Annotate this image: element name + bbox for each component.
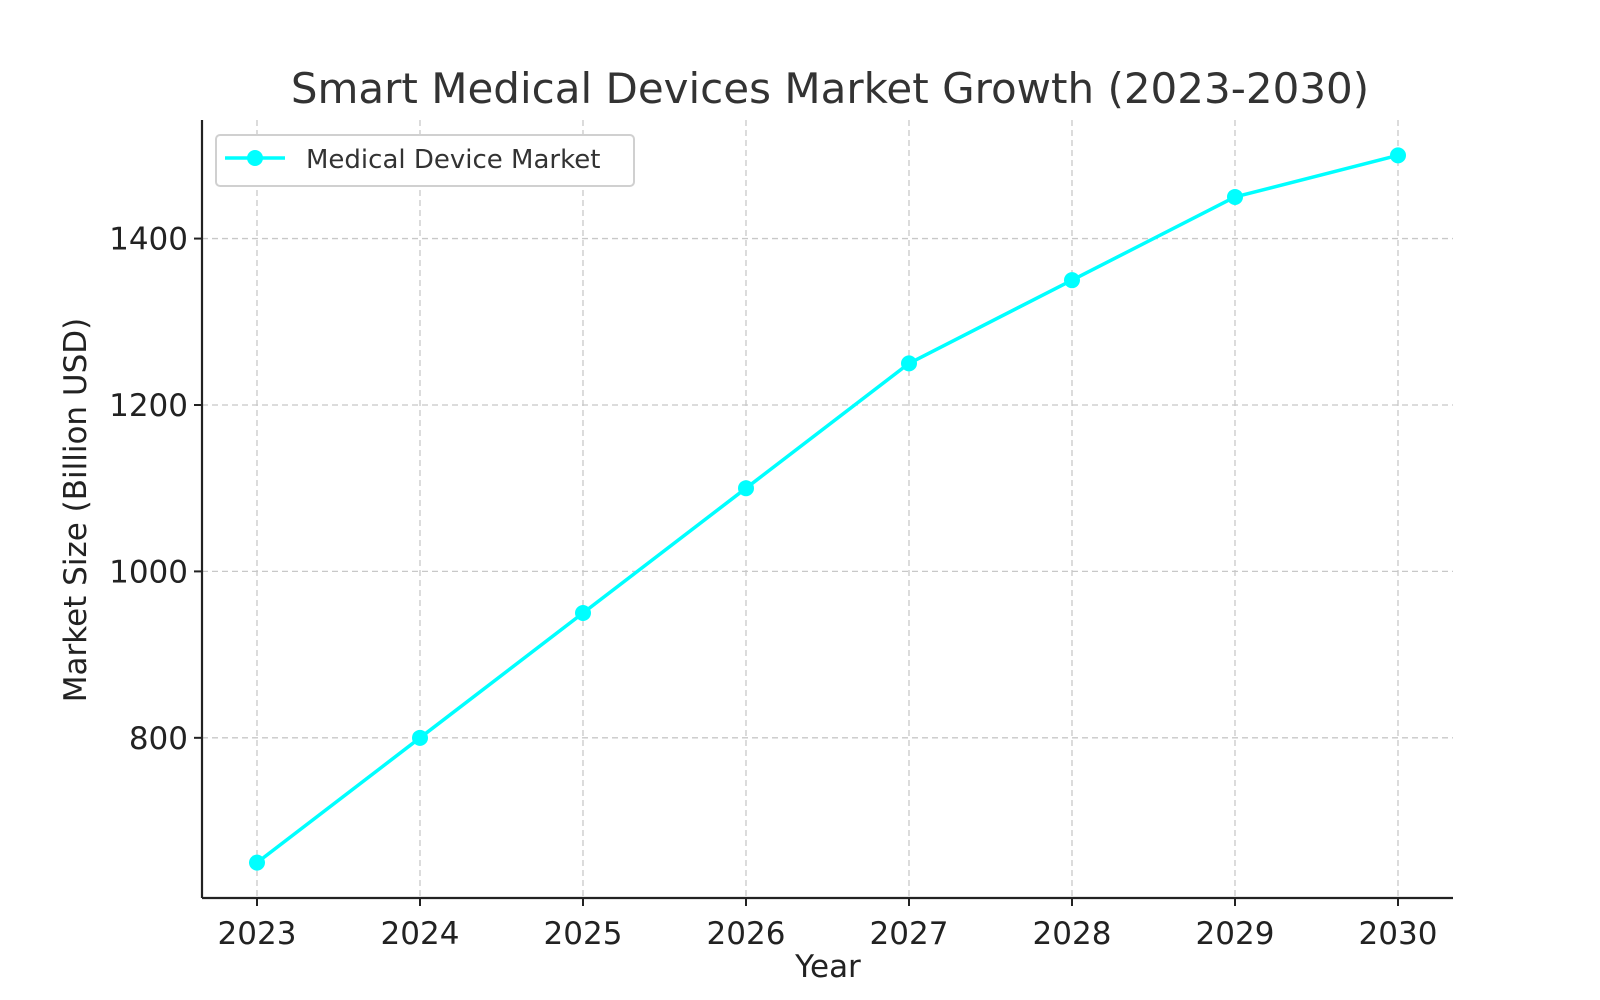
data-point[interactable] [575,605,591,622]
data-point[interactable] [1064,272,1080,289]
legend[interactable]: Medical Device Market [215,134,635,187]
y-tick-label: 1000 [109,554,188,590]
legend-box [215,134,635,187]
y-tick-label: 1400 [109,222,188,258]
data-point[interactable] [249,854,265,871]
data-point[interactable] [901,355,917,372]
series-group [249,147,1406,871]
x-tick-label: 2023 [218,916,297,952]
data-point[interactable] [738,480,754,497]
x-tick-label: 2028 [1033,916,1112,952]
y-axis-label: Market Size (Billion USD) [58,318,94,703]
x-tick-label: 2024 [381,916,460,952]
y-tick-label: 800 [129,721,188,757]
x-tick-label: 2026 [707,916,786,952]
data-point[interactable] [1390,147,1406,164]
chart-title: Smart Medical Devices Market Growth (202… [291,64,1369,113]
legend-swatch-marker [247,150,263,166]
legend-label: Medical Device Market [306,145,600,175]
y-tick-label: 1200 [109,388,188,424]
y-ticks: 800 1000 1200 1400 [109,222,202,757]
x-tick-label: 2027 [870,916,949,952]
axes [200,120,1453,900]
x-tick-label: 2029 [1196,916,1275,952]
x-tick-label: 2025 [544,916,623,952]
x-axis-label: Year [794,949,861,985]
data-point[interactable] [412,729,428,746]
grid [202,120,1453,898]
x-ticks: 2023 2024 2025 2026 2027 2028 2029 2030 [218,898,1438,952]
x-tick-label: 2030 [1359,916,1438,952]
data-point[interactable] [1227,188,1243,205]
series-line [255,153,1400,865]
